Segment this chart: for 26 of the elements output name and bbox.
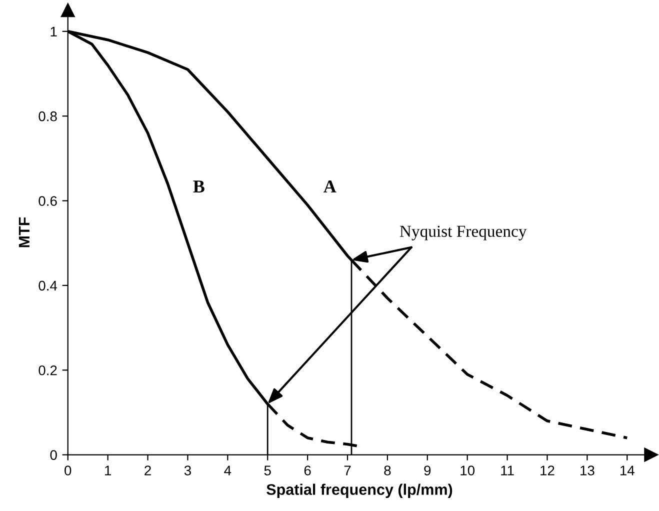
x-tick-label: 6 — [304, 466, 311, 476]
x-tick-label: 1 — [105, 466, 112, 476]
annotation: Nyquist Frequency — [400, 226, 527, 240]
y-tick-label: 1 — [50, 26, 57, 36]
x-tick-label: 0 — [64, 466, 72, 476]
x-tick-label: 10 — [460, 466, 475, 476]
x-tick-label: 3 — [184, 466, 191, 476]
x-tick-label: 12 — [540, 466, 554, 476]
x-tick-label: 14 — [620, 466, 634, 476]
y-tick-label: 0.4 — [38, 280, 58, 291]
x-tick-label: 2 — [144, 466, 151, 476]
x-tick-label: 5 — [264, 466, 271, 476]
y-tick-label: 0.8 — [38, 111, 57, 122]
y-tick-label: 0.6 — [38, 196, 57, 206]
x-axis-title: Spatial frequency (lp/mm) — [266, 484, 452, 498]
y-tick-label: 0 — [50, 450, 57, 460]
x-tick-label: 7 — [344, 466, 351, 476]
y-tick-label: 0.2 — [38, 365, 57, 376]
series-label: A — [324, 180, 336, 192]
x-tick-label: 4 — [224, 466, 232, 476]
x-tick-label: 8 — [384, 466, 391, 476]
y-axis-title: MTF — [18, 217, 30, 248]
x-tick-label: 11 — [501, 466, 514, 476]
series-label: B — [193, 180, 204, 192]
x-tick-label: 13 — [580, 466, 594, 476]
x-tick-label: 9 — [424, 466, 431, 476]
